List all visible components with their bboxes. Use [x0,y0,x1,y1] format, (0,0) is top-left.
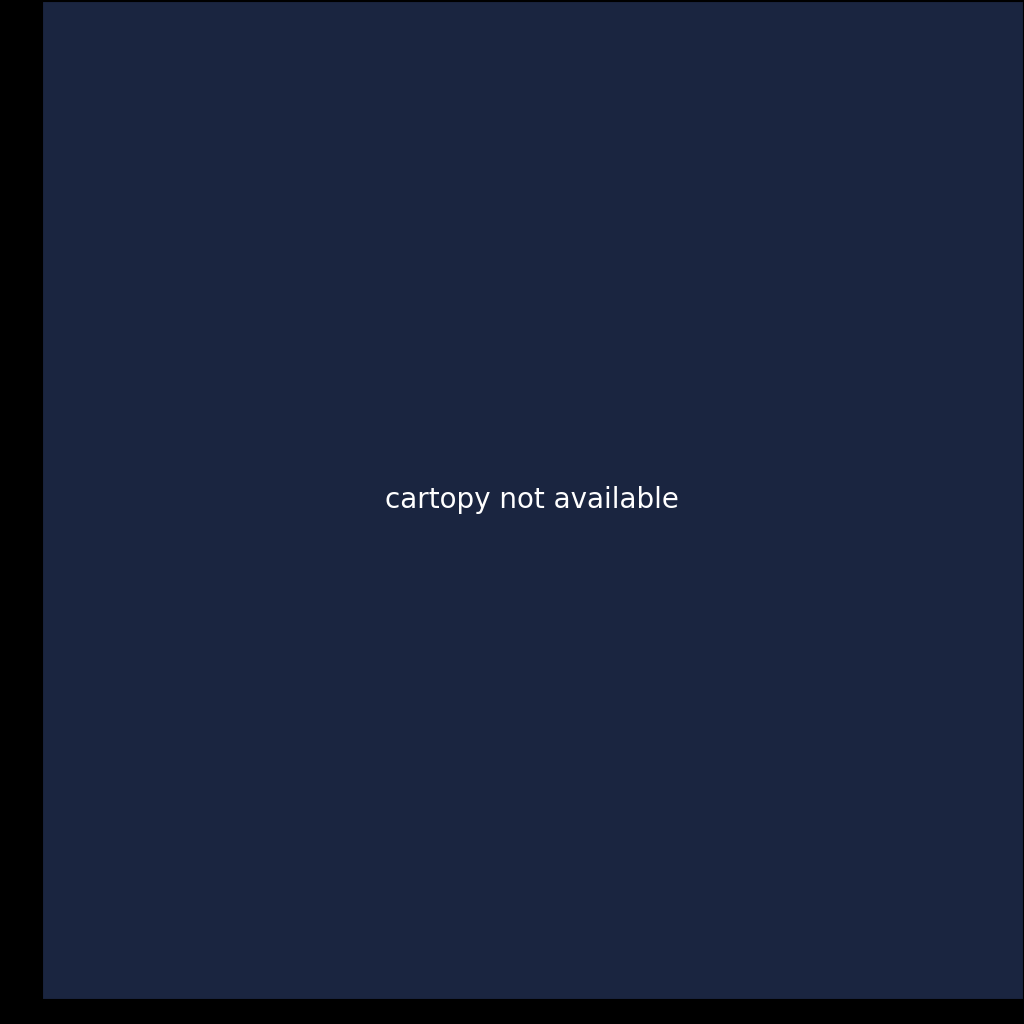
Text: cartopy not available: cartopy not available [385,486,679,514]
